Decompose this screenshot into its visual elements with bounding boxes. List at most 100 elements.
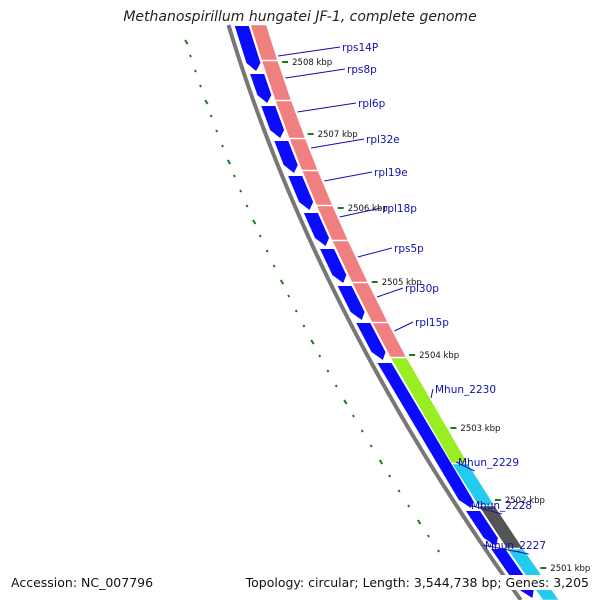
reverse-cds-arrow [337,286,365,320]
tick-label: 2508 kbp [292,58,332,68]
gc-skew-mark [343,399,348,405]
gene-label: rps14P [342,42,378,54]
gene-block [316,205,349,241]
genome-summary-text: Topology: circular; Length: 3,544,738 bp… [243,575,591,590]
gene-label-layer: rps14P rps8p rpl6p rpl32e rpl19e rpl18p rps5p r… [278,42,546,555]
tick-track: 2508 kbp 2507 kbp 2506 kbp 2505 kbp 2504 kbp… [282,58,590,574]
gc-skew-mark [294,309,298,313]
gc-skew-mark [232,174,236,178]
tick-label: 2503 kbp [460,424,500,434]
gc-skew-mark [258,234,262,238]
gc-skew-mark [378,459,384,465]
gene-label: rpl6p [358,98,386,110]
gene-block [478,505,524,549]
reverse-cds-arrow [356,323,386,360]
gene-block [390,357,469,464]
label-leader-line [376,287,404,298]
gc-skew-mark [239,189,243,193]
gene-block [261,60,292,101]
label-leader-line [297,102,357,113]
reverse-cds-arrow [274,141,298,173]
backbone-track [226,24,523,600]
reverse-cds-arrow [377,363,473,508]
gene-block [301,170,333,206]
gc-skew-mark [302,324,306,328]
gc-skew-mark [326,369,330,373]
reverse-cds-arrow [465,511,498,546]
gene-label: Mhun_2228 [471,500,532,512]
gc-skew-track [184,39,441,553]
gc-skew-mark [351,414,355,418]
gc-skew-mark [193,69,197,73]
gc-skew-mark [287,294,291,298]
gene-label: rps5p [394,243,424,255]
reverse-cds-arrow [288,176,314,210]
gene-label: Mhun_2230 [435,384,496,396]
gc-skew-mark [437,549,441,553]
reverse-cds-arrow [234,26,261,71]
map-title: Methanospirillum hungatei JF-1, complete… [123,9,477,25]
gc-skew-mark [226,159,232,165]
gene-block [331,240,369,283]
gc-skew-mark [334,384,338,388]
gene-label: rpl30p [405,283,439,295]
label-leader-line [324,171,373,182]
gene-label: rpl19e [374,167,408,179]
accession-text: Accession: NC_007796 [9,575,156,590]
gc-skew-mark [310,339,315,345]
label-leader-line [468,504,503,515]
gc-skew-mark [215,129,219,133]
gc-skew-mark [417,519,422,525]
gene-label: rpl32e [366,134,400,146]
gene-block [289,138,319,171]
gene-block [351,282,389,323]
gene-label: Mhun_2227 [485,540,546,552]
gc-skew-mark [426,534,430,538]
label-leader-line [339,207,382,218]
tick-label: 2506 kbp [348,204,388,214]
gene-block [451,463,495,506]
gc-skew-mark [360,429,364,433]
gene-label: Mhun_2229 [458,457,519,469]
label-leader-line [357,247,393,258]
tick-label: 2504 kbp [419,351,459,361]
tick-label: 2507 kbp [318,130,358,140]
label-leader-line [285,68,346,79]
gc-skew-mark [252,219,257,225]
reverse-cds-arrow [320,249,347,283]
gene-block [250,24,278,61]
backbone-line [226,24,523,600]
feature-track [250,24,560,600]
gc-skew-mark [318,354,322,358]
gc-skew-mark [279,279,285,285]
tick-label: 2501 kbp [550,564,590,574]
gc-skew-mark [204,99,209,105]
label-leader-line [394,321,414,332]
reverse-cds-arrow [303,213,330,246]
gc-skew-mark [369,444,373,448]
gc-skew-mark [272,264,276,268]
label-leader-line [278,46,341,57]
gc-skew-mark [245,204,249,208]
gene-block [371,322,407,358]
gc-skew-mark [407,504,411,508]
label-leader-line [455,461,475,472]
gene-block [275,100,306,139]
reverse-cds-arrow [261,106,285,138]
gc-skew-mark [265,249,269,253]
gc-skew-mark [188,54,192,58]
reverse-cds-arrow [250,74,272,103]
gc-skew-mark [397,489,401,493]
gc-skew-mark [220,144,224,148]
tick-label: 2505 kbp [382,278,422,288]
gene-label: rpl18p [383,203,417,215]
tick-label: 2502 kbp [505,496,545,506]
label-leader-line [482,544,529,555]
label-leader-line [430,388,434,399]
label-leader-line [310,138,365,149]
gc-skew-mark [184,39,189,45]
gc-skew-mark [199,84,202,88]
gene-label: rpl15p [415,317,449,329]
gene-label: rps8p [347,64,377,76]
